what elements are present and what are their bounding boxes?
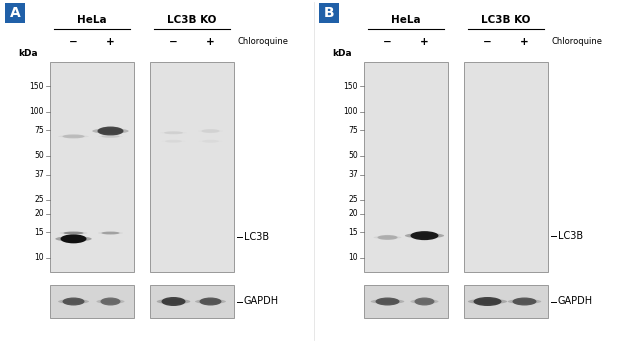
Ellipse shape — [63, 134, 85, 139]
Bar — [464, 62, 548, 272]
Ellipse shape — [61, 234, 87, 244]
Text: Chloroquine: Chloroquine — [237, 38, 288, 47]
Ellipse shape — [161, 132, 187, 134]
Bar — [5, 3, 25, 23]
Ellipse shape — [58, 299, 89, 304]
Text: LC3B KO: LC3B KO — [167, 15, 217, 25]
Text: kDa: kDa — [18, 50, 38, 58]
Text: LC3B: LC3B — [558, 231, 583, 241]
Bar — [50, 62, 134, 272]
Bar — [2, 0, 310, 342]
Text: +: + — [206, 37, 215, 47]
Ellipse shape — [60, 232, 88, 234]
Text: 50: 50 — [348, 152, 358, 160]
Text: 75: 75 — [34, 126, 44, 135]
Ellipse shape — [411, 231, 438, 240]
Ellipse shape — [102, 232, 120, 235]
Ellipse shape — [55, 236, 92, 241]
Text: 15: 15 — [349, 228, 358, 237]
Ellipse shape — [414, 298, 435, 305]
Text: Chloroquine: Chloroquine — [551, 38, 602, 47]
Ellipse shape — [162, 140, 186, 142]
Text: 25: 25 — [349, 195, 358, 204]
Text: 75: 75 — [348, 126, 358, 135]
Bar — [150, 285, 234, 318]
Text: 15: 15 — [34, 228, 44, 237]
Text: kDa: kDa — [332, 50, 352, 58]
Text: GAPDH: GAPDH — [558, 297, 593, 306]
Text: 25: 25 — [34, 195, 44, 204]
Text: A: A — [9, 6, 20, 20]
Ellipse shape — [98, 135, 123, 137]
Ellipse shape — [199, 140, 223, 142]
Ellipse shape — [97, 127, 124, 135]
Ellipse shape — [508, 299, 541, 304]
Text: 20: 20 — [349, 209, 358, 219]
Text: LC3B KO: LC3B KO — [482, 15, 530, 25]
Ellipse shape — [63, 298, 85, 305]
Text: −: − — [483, 37, 492, 47]
Ellipse shape — [377, 235, 398, 240]
Ellipse shape — [376, 298, 399, 305]
Ellipse shape — [98, 232, 123, 234]
Text: 100: 100 — [29, 107, 44, 117]
Bar — [50, 285, 134, 318]
Ellipse shape — [202, 140, 219, 143]
Text: HeLa: HeLa — [391, 15, 421, 25]
Text: LC3B: LC3B — [244, 232, 269, 241]
Ellipse shape — [405, 233, 444, 238]
Ellipse shape — [157, 299, 191, 304]
Text: +: + — [420, 37, 429, 47]
Ellipse shape — [162, 297, 186, 306]
Text: +: + — [106, 37, 115, 47]
Ellipse shape — [411, 299, 438, 304]
Text: 37: 37 — [34, 170, 44, 180]
Ellipse shape — [374, 236, 401, 239]
Bar — [150, 62, 234, 272]
Ellipse shape — [195, 299, 226, 304]
Ellipse shape — [97, 299, 125, 304]
Ellipse shape — [371, 299, 404, 304]
Text: −: − — [169, 37, 178, 47]
Ellipse shape — [92, 128, 129, 134]
Ellipse shape — [100, 298, 120, 305]
Bar — [316, 0, 624, 342]
Ellipse shape — [512, 298, 537, 305]
Bar — [364, 285, 448, 318]
Bar — [364, 62, 448, 272]
Text: 10: 10 — [34, 253, 44, 262]
Ellipse shape — [199, 298, 221, 305]
Text: 150: 150 — [344, 82, 358, 91]
Text: 10: 10 — [349, 253, 358, 262]
Text: 37: 37 — [348, 170, 358, 180]
Ellipse shape — [198, 130, 223, 132]
Ellipse shape — [102, 135, 120, 138]
Text: 20: 20 — [34, 209, 44, 219]
Text: −: − — [69, 37, 78, 47]
Text: 100: 100 — [344, 107, 358, 117]
Text: −: − — [383, 37, 392, 47]
Ellipse shape — [63, 232, 83, 235]
Ellipse shape — [468, 299, 507, 304]
Ellipse shape — [58, 135, 89, 137]
Text: HeLa: HeLa — [77, 15, 107, 25]
Bar — [319, 3, 339, 23]
Text: 50: 50 — [34, 152, 44, 160]
Ellipse shape — [473, 297, 502, 306]
Text: +: + — [520, 37, 529, 47]
Ellipse shape — [165, 140, 182, 143]
Text: 150: 150 — [29, 82, 44, 91]
Ellipse shape — [201, 129, 219, 133]
Ellipse shape — [164, 131, 183, 134]
Bar — [464, 285, 548, 318]
Text: B: B — [324, 6, 334, 20]
Text: GAPDH: GAPDH — [244, 297, 279, 306]
